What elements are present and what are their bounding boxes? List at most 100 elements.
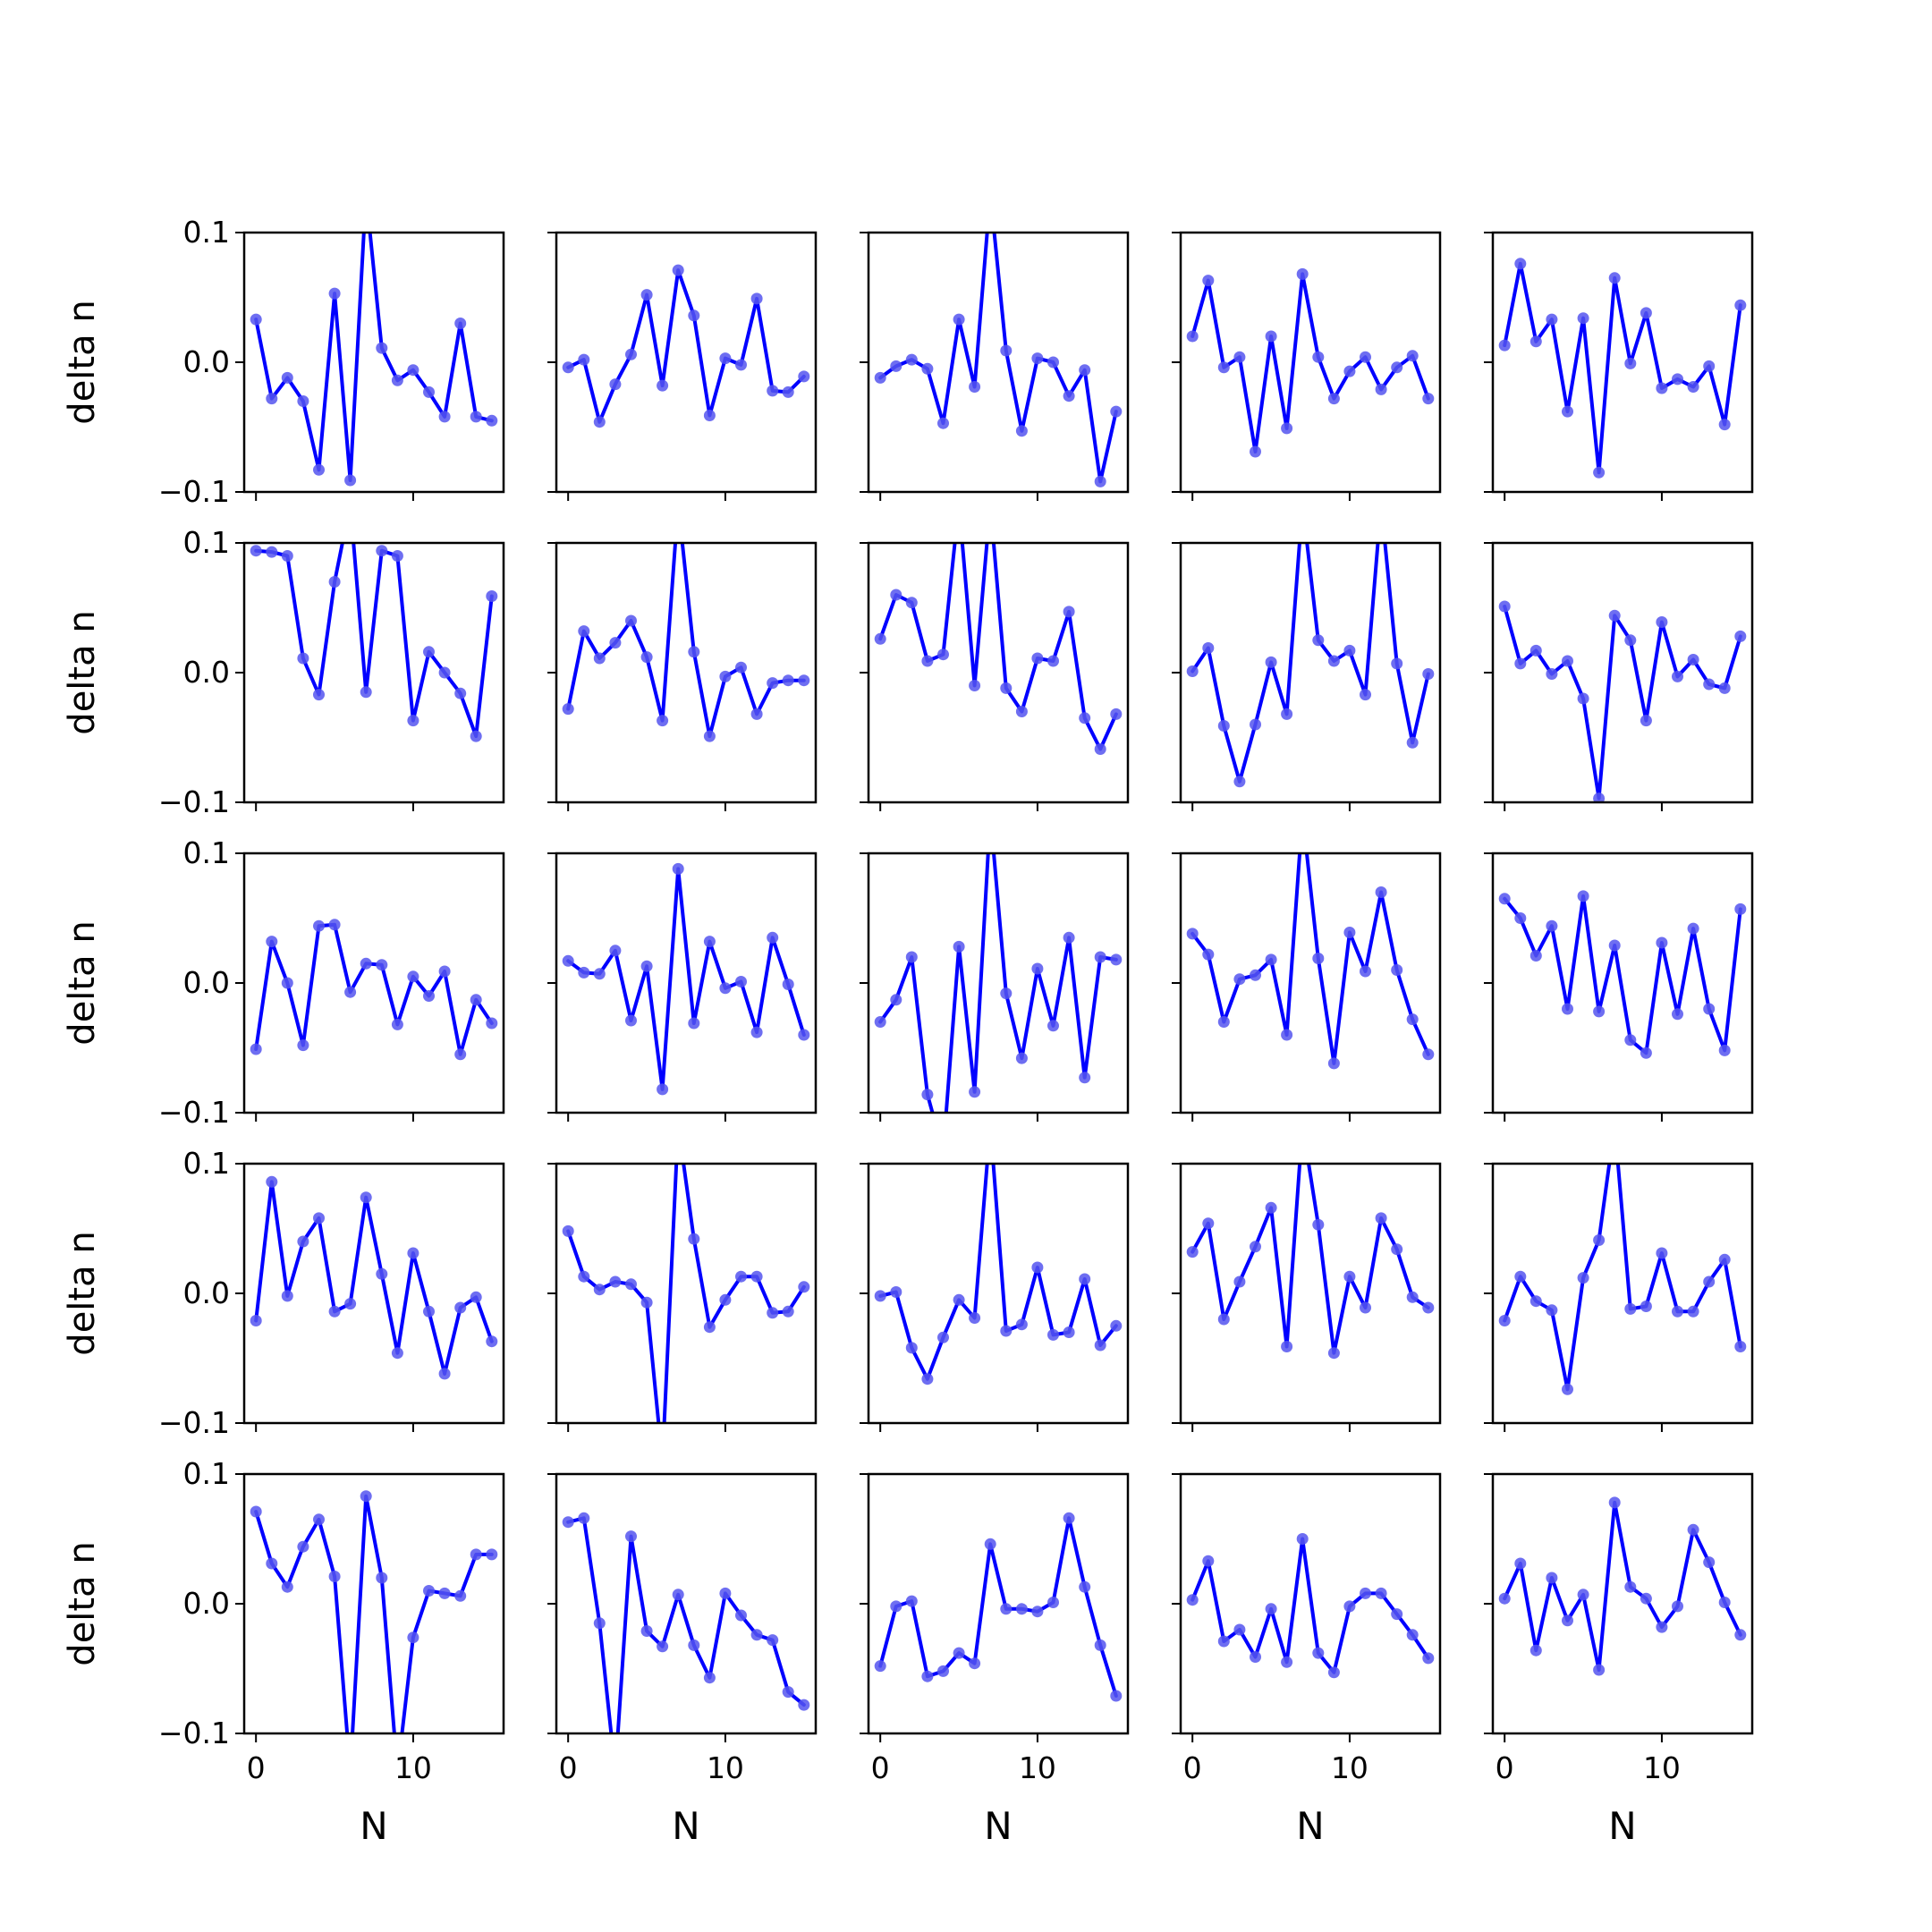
data-point <box>625 1278 637 1291</box>
data-point <box>250 1043 262 1055</box>
data-point <box>454 318 467 329</box>
subplot-2-4 <box>1172 541 1442 811</box>
data-point <box>1079 364 1091 377</box>
data-point <box>1233 351 1246 363</box>
data-point <box>1703 1003 1716 1015</box>
series-line <box>254 543 494 739</box>
data-point <box>1391 1243 1403 1256</box>
data-point <box>1718 1253 1731 1266</box>
data-point <box>1608 1496 1621 1509</box>
data-point <box>1640 715 1652 727</box>
data-point <box>1360 351 1371 363</box>
data-point <box>391 1347 403 1360</box>
data-point <box>657 715 669 727</box>
data-point <box>703 936 716 948</box>
x-tick-label: 10 <box>1331 1750 1368 1785</box>
data-point <box>376 1572 388 1584</box>
data-point <box>1593 1234 1606 1246</box>
data-point <box>750 1629 763 1641</box>
data-point <box>905 353 918 366</box>
data-point <box>1202 1555 1215 1567</box>
series-line <box>566 1164 806 1423</box>
data-point <box>625 1014 637 1027</box>
data-point <box>1360 1587 1371 1599</box>
data-point <box>1000 987 1013 1000</box>
data-point <box>313 1212 325 1224</box>
x-axis-label: N <box>360 1804 387 1848</box>
series-line <box>878 233 1118 484</box>
data-point <box>470 1548 482 1561</box>
data-point <box>328 576 341 588</box>
data-point <box>1312 953 1325 964</box>
data-point <box>562 1516 574 1529</box>
data-point <box>609 378 622 391</box>
subplot-5-2: 0 10N <box>547 1472 818 1848</box>
data-point <box>1110 953 1123 966</box>
data-point <box>703 730 716 742</box>
data-point <box>1079 1580 1091 1593</box>
data-point <box>1281 1656 1293 1668</box>
subplot-1-3 <box>860 231 1130 501</box>
data-point <box>1202 275 1215 287</box>
data-point <box>1327 655 1340 667</box>
data-point <box>703 410 716 421</box>
data-point <box>562 954 574 967</box>
data-point <box>1577 1272 1589 1284</box>
data-point <box>657 1083 669 1096</box>
data-point <box>625 348 637 360</box>
y-tick-label: 0.1 <box>183 835 230 870</box>
data-point <box>1015 1603 1028 1615</box>
data-point <box>767 1634 779 1647</box>
data-point <box>344 1298 357 1310</box>
data-point <box>609 945 622 957</box>
data-point <box>1624 1302 1637 1315</box>
series-line <box>1503 1164 1742 1392</box>
series-group <box>562 543 810 742</box>
data-point <box>1296 1533 1309 1545</box>
data-point <box>921 362 934 375</box>
data-point <box>1514 912 1527 924</box>
data-point <box>905 1342 918 1354</box>
data-point <box>1000 344 1013 357</box>
data-point <box>782 1686 794 1699</box>
data-point <box>1281 422 1293 435</box>
data-point <box>1094 475 1106 487</box>
x-axis-label: N <box>672 1804 699 1848</box>
data-point <box>281 1290 293 1302</box>
data-point <box>578 353 590 366</box>
data-point <box>937 1665 949 1677</box>
data-point <box>1624 1580 1637 1593</box>
data-point <box>1577 692 1589 705</box>
data-point <box>1577 890 1589 902</box>
series-line <box>1191 1164 1430 1355</box>
data-point <box>1217 1313 1230 1326</box>
data-point <box>407 970 419 983</box>
data-point <box>1015 1052 1028 1064</box>
data-point <box>1406 1291 1419 1303</box>
data-point <box>391 1018 403 1030</box>
data-point <box>297 652 309 665</box>
series-group <box>1498 600 1747 802</box>
data-point <box>313 919 325 932</box>
data-point <box>1624 357 1637 369</box>
data-point <box>1562 405 1573 418</box>
data-point <box>281 550 293 562</box>
data-point <box>1265 656 1277 668</box>
data-point <box>1233 775 1246 788</box>
data-point <box>782 979 794 990</box>
data-point <box>1343 365 1356 377</box>
data-point <box>657 1640 669 1653</box>
data-point <box>1514 657 1527 670</box>
series-line <box>566 268 806 424</box>
y-tick-label: −0.1 <box>158 1405 230 1440</box>
data-point <box>1312 1218 1325 1231</box>
data-point <box>1031 352 1044 365</box>
data-point <box>376 545 388 557</box>
series-line <box>254 922 494 1056</box>
series-line <box>1503 261 1742 475</box>
data-point <box>874 1016 886 1028</box>
data-point <box>1360 965 1371 978</box>
data-point <box>1498 1592 1511 1605</box>
x-tick-label: 10 <box>394 1750 432 1785</box>
